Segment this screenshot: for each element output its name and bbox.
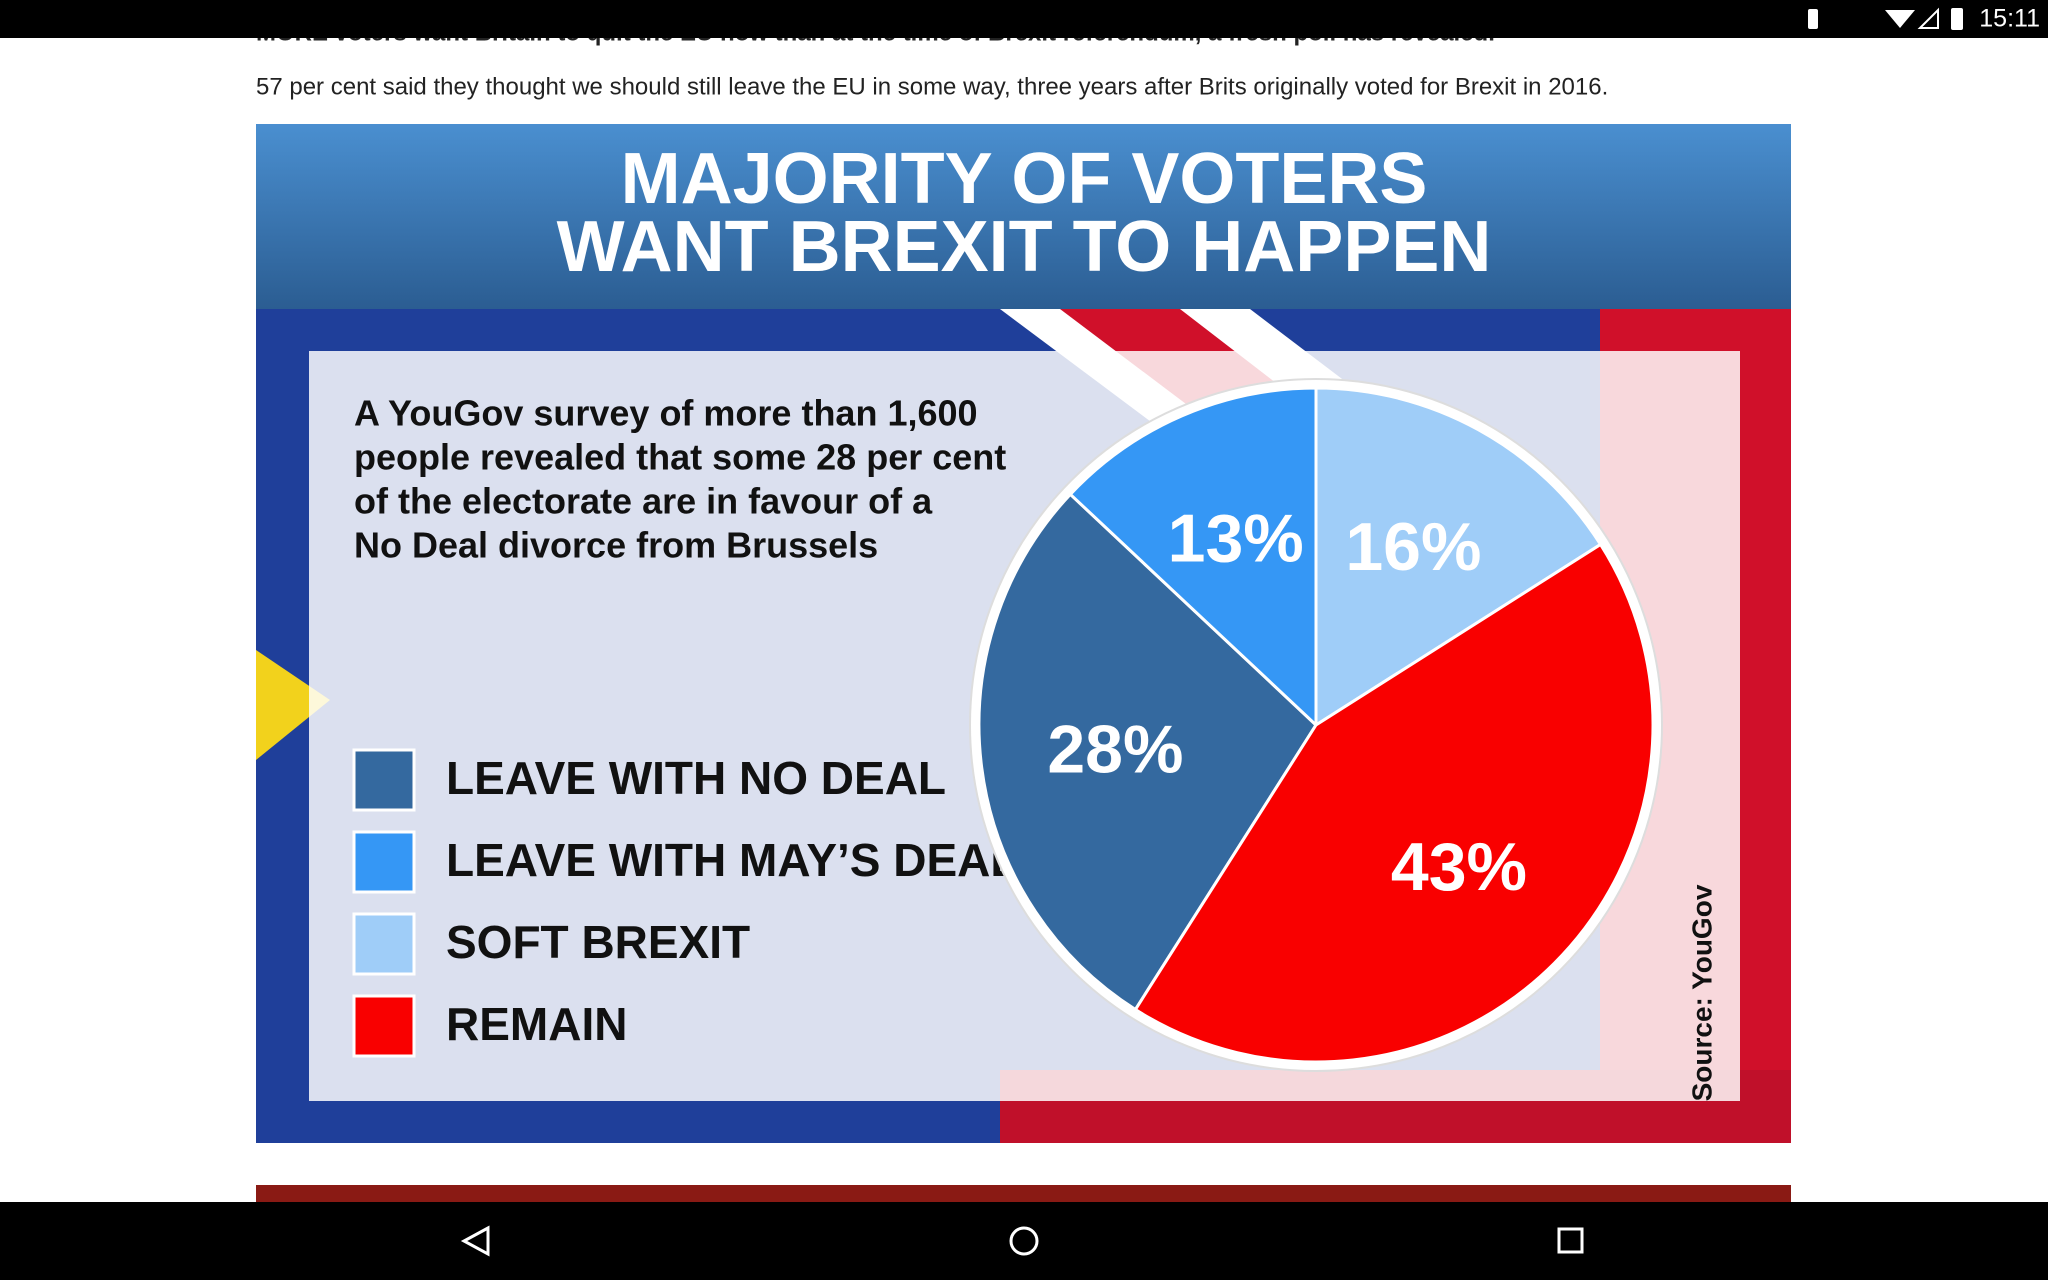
status-time: 15:11 [1979,5,2040,33]
legend-swatch [352,912,416,976]
status-icons [1808,7,1963,30]
pie-slice [1314,386,1603,728]
nav-home[interactable] [1009,1226,1039,1256]
subtitle-line: people revealed that some 28 per cent [354,437,1006,478]
pie-slice [1068,386,1318,729]
pie: 28% 13% 16% 43% [977,386,1655,1064]
legend-label: REMAIN [446,998,627,1050]
nav-recents[interactable] [1557,1227,1584,1254]
legend-swatch [352,748,416,812]
subtitle-line: No Deal divorce from Brussels [354,525,878,566]
article-paragraph: 57 per cent said they thought we should … [256,73,1608,100]
legend-swatch [352,830,416,894]
subtitle: A YouGov survey of more than 1,600people… [354,393,1006,566]
pie-slice [977,492,1318,1012]
slice-label: 16% [1345,509,1481,585]
chart-title: MAJORITY OF VOTERS [621,139,1428,219]
status-bar [0,0,2048,38]
slice-label: 28% [1047,711,1183,787]
nav-bar [0,1202,2048,1280]
next-image [256,1185,1791,1202]
legend-label: SOFT BREXIT [446,916,750,968]
slice-label: 43% [1391,829,1527,905]
pie-slice [1133,542,1655,1064]
slice-label: 13% [1168,500,1304,576]
legend-label: LEAVE WITH MAY’S DEAL [446,834,1018,886]
subtitle-line: A YouGov survey of more than 1,600 [354,393,978,434]
legend: LEAVE WITH NO DEAL LEAVE WITH MAY’S DEAL S… [352,748,1018,1058]
header-band [256,124,1791,309]
subtitle-line: of the electorate are in favour of a [354,481,933,522]
source: Source: YouGov [1686,884,1717,1101]
legend-label: LEAVE WITH NO DEAL [446,752,946,804]
legend-swatch [352,994,416,1058]
chart-title: WANT BREXIT TO HAPPEN [557,207,1492,287]
nav-back[interactable] [460,1225,490,1257]
